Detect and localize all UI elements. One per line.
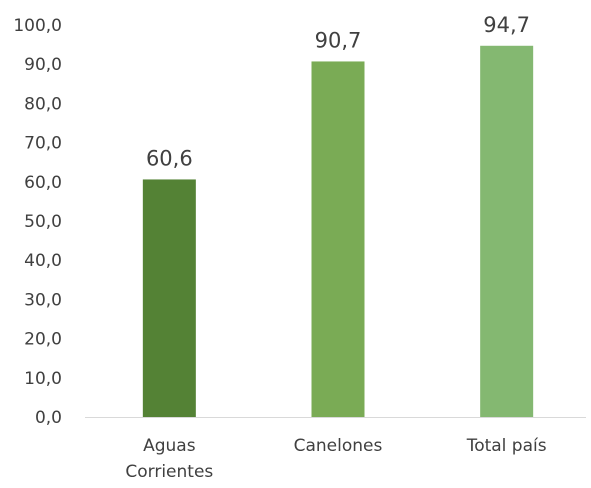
x-category-label: Corrientes xyxy=(125,462,213,482)
y-tick-label: 100,0 xyxy=(13,16,62,36)
data-label: 60,6 xyxy=(146,146,193,170)
bar xyxy=(142,179,196,417)
y-tick-label: 70,0 xyxy=(24,134,62,154)
y-axis-tick-labels: 0,0 10,0 20,0 30,0 40,0 50,0 60,0 70,0 80,0 90,0 1… xyxy=(13,16,62,428)
x-axis-category-labels: Aguas Corrientes Canelones Total país xyxy=(125,436,546,482)
bar xyxy=(480,45,534,417)
x-category-label: Aguas xyxy=(143,436,196,456)
bar xyxy=(311,61,365,418)
y-tick-label: 50,0 xyxy=(24,212,62,232)
bars xyxy=(142,45,534,418)
x-category-label: Total país xyxy=(466,436,547,456)
y-tick-label: 20,0 xyxy=(24,330,62,350)
y-tick-label: 40,0 xyxy=(24,251,62,271)
y-tick-label: 90,0 xyxy=(24,55,62,75)
data-label: 90,7 xyxy=(315,28,362,52)
x-category-label: Canelones xyxy=(294,436,383,456)
data-labels: 60,6 90,7 94,7 xyxy=(146,13,530,171)
y-tick-label: 60,0 xyxy=(24,173,62,193)
y-tick-label: 0,0 xyxy=(35,408,62,428)
data-label: 94,7 xyxy=(483,13,530,37)
y-tick-label: 10,0 xyxy=(24,369,62,389)
y-tick-label: 30,0 xyxy=(24,290,62,310)
y-tick-label: 80,0 xyxy=(24,94,62,114)
